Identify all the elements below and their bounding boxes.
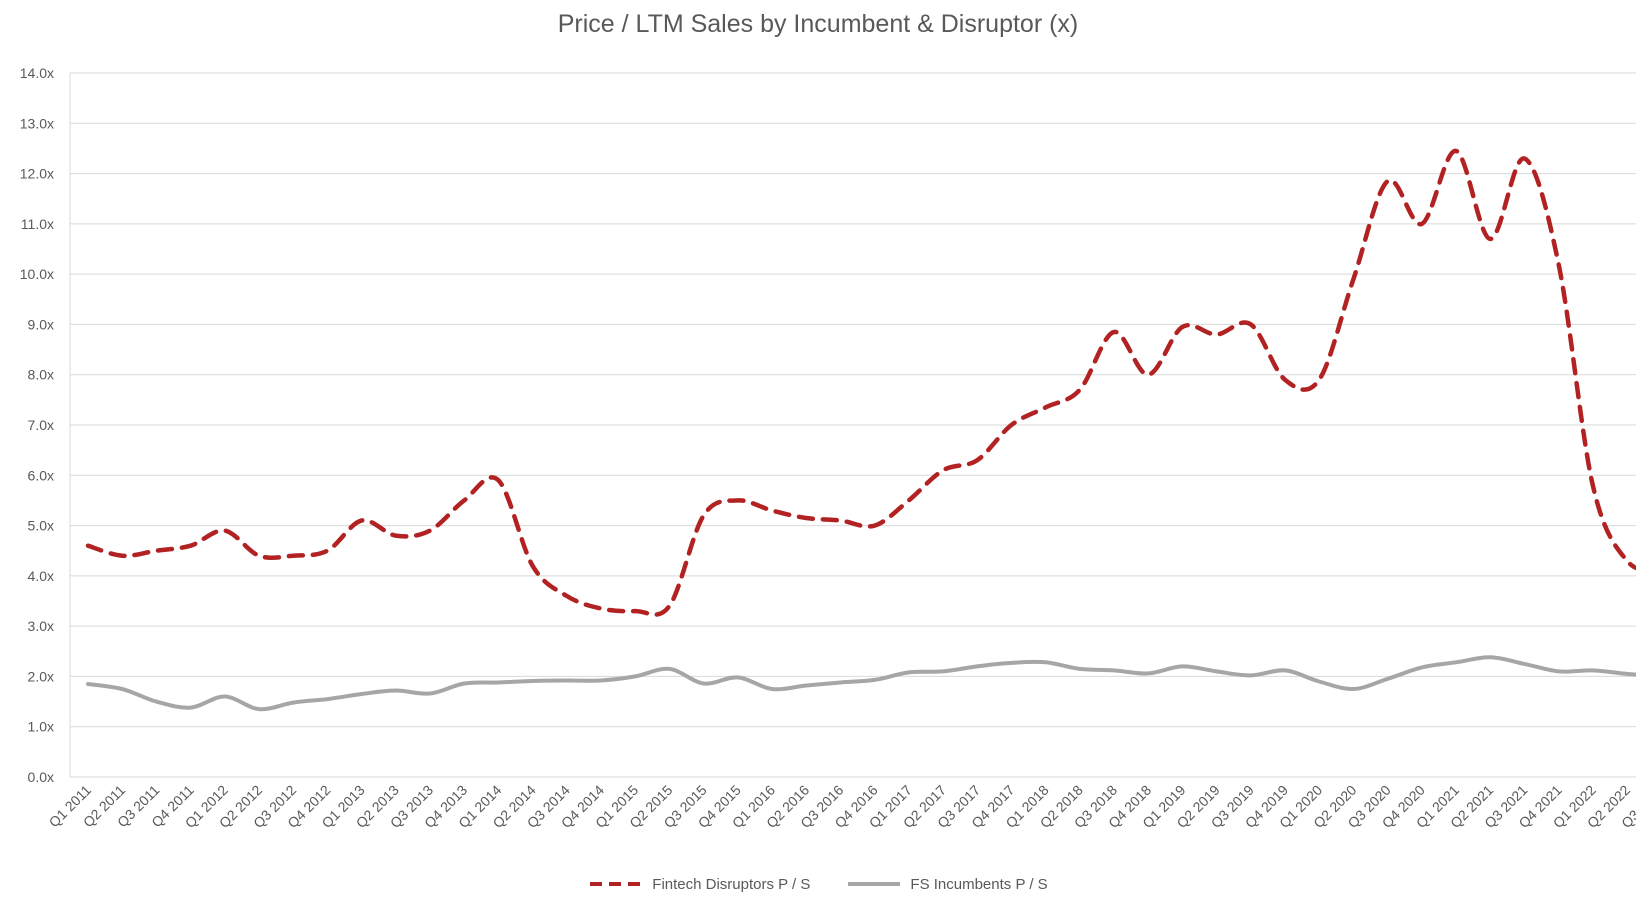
legend: Fintech Disruptors P / S FS Incumbents P… [0, 872, 1636, 896]
legend-label-incumbents: FS Incumbents P / S [910, 875, 1048, 893]
y-tick-label: 2.0x [28, 668, 54, 684]
y-tick-label: 8.0x [28, 367, 54, 383]
legend-swatch-incumbents [848, 882, 901, 886]
y-tick-label: 1.0x [28, 719, 54, 735]
legend-item-incumbents[interactable]: FS Incumbents P / S [846, 875, 1048, 893]
y-tick-label: 9.0x [28, 316, 54, 332]
y-tick-label: 0.0x [28, 769, 54, 785]
legend-label-disruptors: Fintech Disruptors P / S [652, 875, 811, 893]
y-tick-label: 6.0x [28, 467, 54, 483]
y-tick-label: 7.0x [28, 417, 54, 433]
y-tick-label: 3.0x [28, 618, 54, 634]
y-tick-label: 11.0x [21, 216, 54, 232]
y-tick-label: 4.0x [28, 568, 54, 584]
y-tick-label: 14.0x [20, 65, 54, 81]
series-line-disruptors [85, 148, 1636, 617]
y-tick-label: 12.0x [20, 166, 54, 182]
legend-swatch-disruptors [590, 882, 643, 886]
y-tick-label: 5.0x [28, 518, 54, 534]
chart-title: Price / LTM Sales by Incumbent & Disrupt… [557, 10, 1079, 38]
legend-item-disruptors[interactable]: Fintech Disruptors P / S [588, 876, 810, 893]
y-tick-label: 10.0x [20, 266, 54, 282]
y-tick-label: 13.0x [20, 115, 54, 131]
series-line-incumbents [86, 655, 1636, 712]
